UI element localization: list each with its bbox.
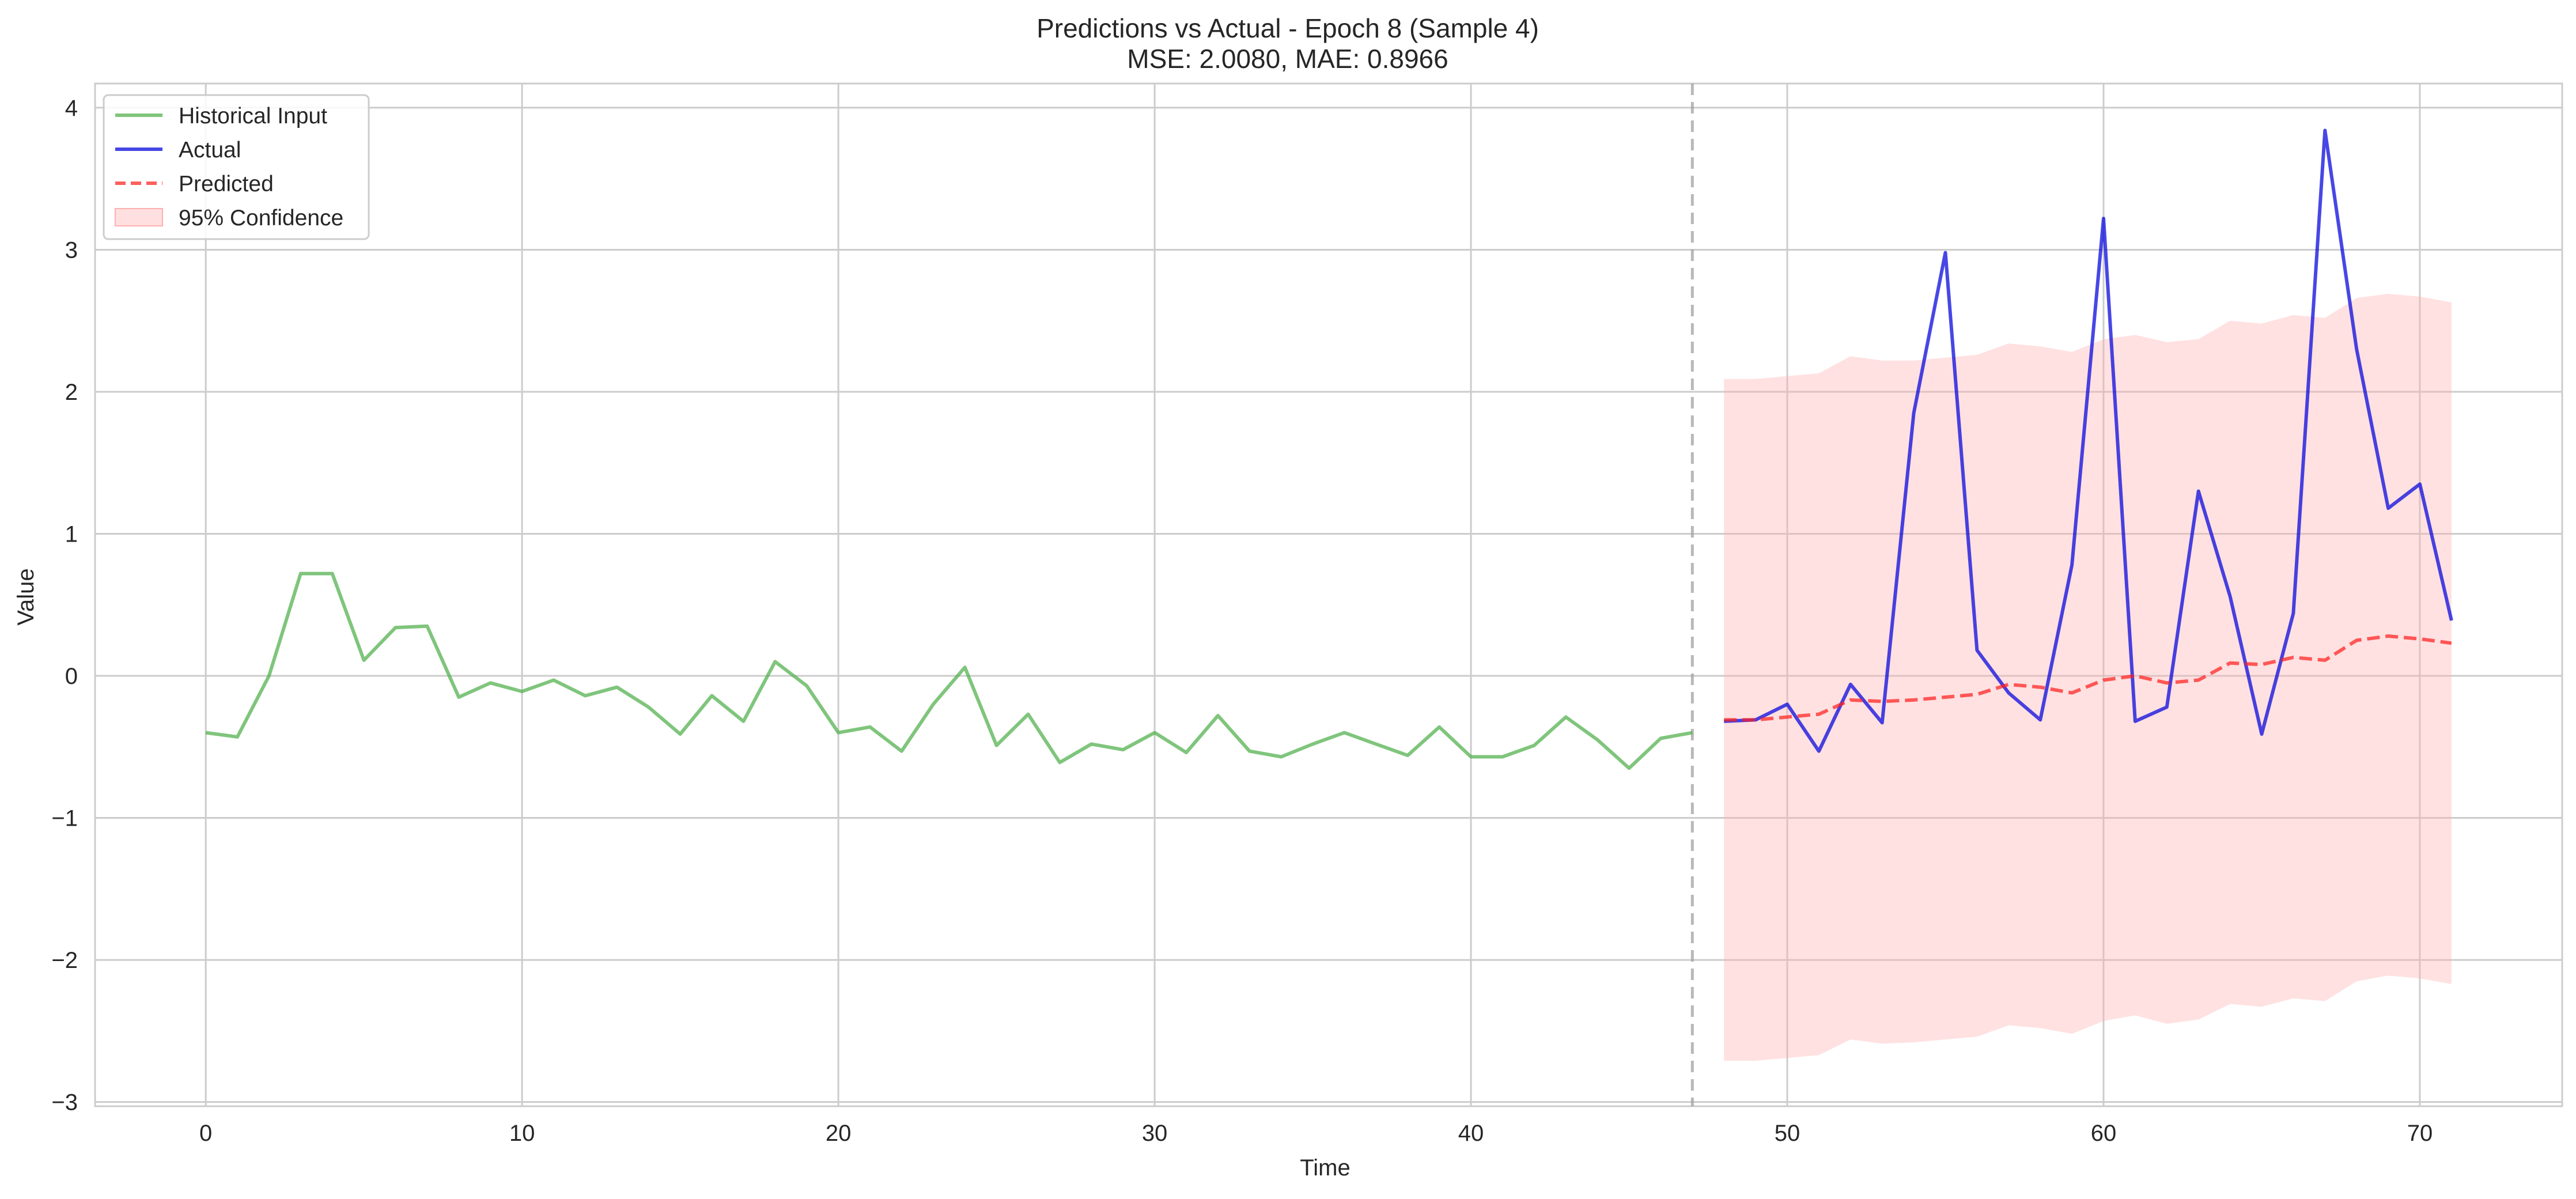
x-tick-label: 40 <box>1458 1121 1484 1146</box>
x-tick-label: 60 <box>2091 1121 2117 1146</box>
y-axis-label: Value <box>13 568 39 625</box>
y-tick-label: 3 <box>65 237 78 263</box>
x-tick-label: 50 <box>1775 1121 1800 1146</box>
y-tick-label: 0 <box>65 664 78 689</box>
y-tick-label: −1 <box>51 806 78 831</box>
x-axis-label: Time <box>1300 1155 1350 1181</box>
x-tick-label: 10 <box>509 1121 535 1146</box>
y-tick-label: −2 <box>51 948 78 973</box>
legend-label: 95% Confidence <box>179 206 343 230</box>
legend-label: Historical Input <box>179 104 327 128</box>
y-tick-label: 2 <box>65 380 78 405</box>
x-tick-label: 70 <box>2407 1121 2433 1146</box>
y-tick-label: −3 <box>51 1090 78 1115</box>
chart-title: Predictions vs Actual - Epoch 8 (Sample … <box>1037 13 1539 43</box>
chart-subtitle: MSE: 2.0080, MAE: 0.8966 <box>1127 44 1448 74</box>
legend-label: Predicted <box>179 172 274 196</box>
legend: Historical Input Actual Predicted 95% Confi… <box>104 95 369 239</box>
x-tick-label: 30 <box>1142 1121 1168 1146</box>
legend-swatch <box>115 209 162 226</box>
y-tick-label: 1 <box>65 521 78 547</box>
x-tick-label: 20 <box>826 1121 852 1146</box>
x-tick-label: 0 <box>199 1121 212 1146</box>
legend-label: Actual <box>179 138 241 162</box>
y-tick-label: 4 <box>65 96 78 121</box>
